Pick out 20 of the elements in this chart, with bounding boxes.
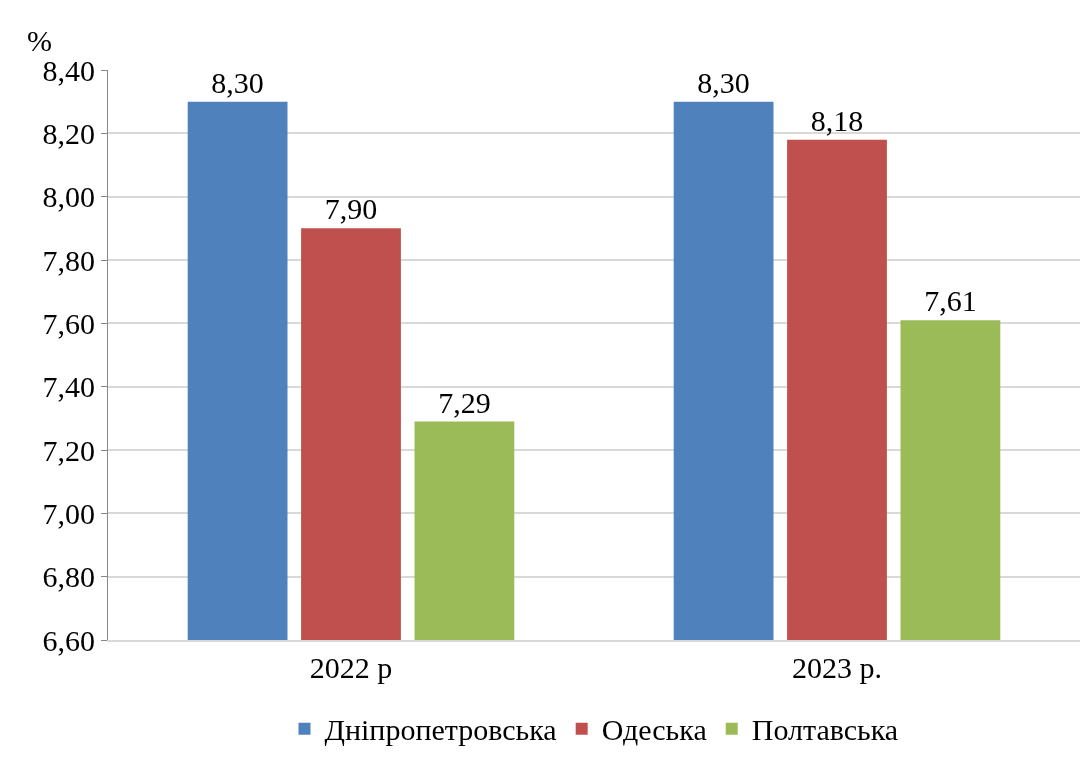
legend-label: Дніпропетровська [324,713,557,747]
x-tick-label: 2023 р. [792,650,882,684]
y-tick-label: 6,60 [42,623,95,657]
data-label: 7,61 [924,284,977,318]
data-label: 7,90 [324,192,378,226]
y-tick-label: 7,80 [42,243,95,277]
y-tick-label: 7,40 [42,370,95,404]
y-tick-label: 8,20 [42,116,95,150]
legend-label: Полтавська [751,713,899,747]
data-label: 7,29 [438,385,491,419]
data-label: 8,18 [810,103,864,137]
y-tick-label: 7,00 [42,496,95,530]
y-tick-label: 6,80 [42,560,95,594]
y-tick-label: 7,20 [42,433,95,467]
y-tick-label: 8,00 [42,180,95,214]
legend-label: Одеська [601,713,707,747]
x-tick-label: 2022 р [309,650,393,684]
data-label: 8,30 [211,65,264,99]
y-tick-label: 7,60 [42,306,95,340]
data-label: 8,30 [697,65,750,99]
